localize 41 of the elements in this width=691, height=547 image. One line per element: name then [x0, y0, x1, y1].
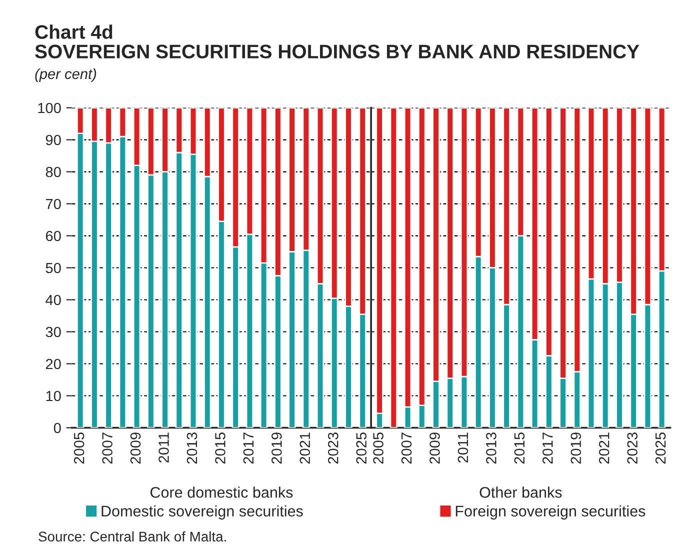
y-tick-label: 100 — [38, 102, 61, 114]
x-tick-label: 2021 — [300, 432, 310, 464]
y-tick-label: 90 — [46, 134, 61, 146]
y-tick-label: 70 — [46, 198, 61, 210]
y-tick-label: 0 — [54, 422, 61, 434]
x-tick-label: 2021 — [598, 432, 610, 464]
x-tick-label: 2019 — [570, 432, 582, 464]
x-tick-label: 2007 — [401, 432, 412, 464]
x-tick-label: 2019 — [272, 432, 282, 464]
y-tick-label: 60 — [46, 230, 61, 242]
y-tick-label: 50 — [46, 262, 61, 274]
y-tick-label: 80 — [46, 166, 61, 178]
x-tick-label: 2009 — [130, 432, 141, 464]
chart-subtitle: (per cent) — [35, 68, 96, 82]
legend-label: Domestic sovereign securities — [102, 505, 303, 520]
x-tick-label: 2025 — [356, 432, 367, 464]
x-tick-label: 2005 — [373, 432, 384, 464]
legend-label: Foreign sovereign securities — [456, 505, 646, 520]
y-tick-label: 20 — [46, 358, 61, 370]
x-tick-label: 2009 — [430, 432, 440, 464]
x-tick-label: 2015 — [514, 432, 525, 464]
bar — [390, 108, 398, 428]
x-tick-label: 2013 — [186, 432, 198, 464]
y-tick-label: 10 — [46, 390, 61, 402]
x-tick-label: 2011 — [158, 432, 169, 463]
x-tick-label: 2013 — [486, 432, 496, 464]
x-tick-label: 2011 — [458, 432, 468, 463]
x-tick-label: 2017 — [243, 432, 254, 464]
y-tick-label: 30 — [46, 326, 61, 338]
x-tick-label: 2007 — [102, 432, 112, 464]
source-note: Source: Central Bank of Malta. — [38, 531, 226, 542]
x-axis-title: Core domestic banks — [150, 486, 293, 498]
x-axis-title: Other banks — [480, 486, 562, 498]
x-tick-label: 2005 — [74, 432, 84, 464]
chart-title: Chart 4d SOVEREIGN SECURITIES HOLDINGS BY BANK AND RESIDENCY — [35, 24, 640, 58]
x-tick-label: 2023 — [328, 432, 338, 464]
x-tick-label: 2017 — [542, 432, 553, 464]
y-tick-label: 40 — [46, 294, 61, 306]
x-tick-label: 2015 — [215, 432, 226, 464]
x-tick-label: 2023 — [627, 432, 638, 464]
x-tick-label: 2025 — [655, 432, 666, 464]
